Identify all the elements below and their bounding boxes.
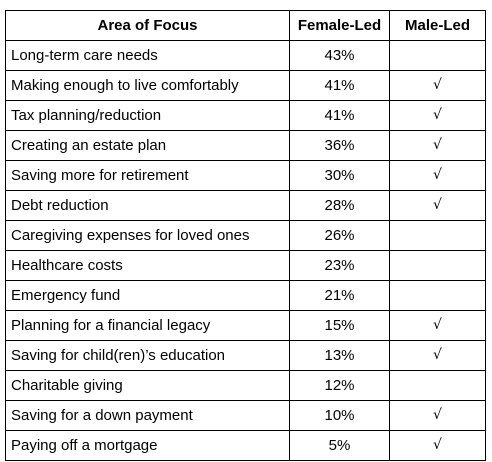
cell-male-led: √ — [389, 100, 486, 131]
cell-male-led — [389, 40, 486, 71]
table-row: Tax planning/reduction 41% √ — [5, 100, 486, 131]
cell-male-led — [389, 220, 486, 251]
table-row: Planning for a financial legacy 15% √ — [5, 310, 486, 341]
cell-female-led: 36% — [289, 130, 390, 161]
header-area-of-focus: Area of Focus — [5, 10, 290, 41]
table-row: Saving for a down payment 10% √ — [5, 400, 486, 431]
cell-area: Making enough to live comfortably — [5, 70, 290, 101]
header-male-led: Male-Led — [389, 10, 486, 41]
cell-area: Healthcare costs — [5, 250, 290, 281]
cell-male-led — [389, 250, 486, 281]
cell-area: Saving for child(ren)’s education — [5, 340, 290, 371]
cell-male-led — [389, 280, 486, 311]
cell-male-led: √ — [389, 310, 486, 341]
table-row: Debt reduction 28% √ — [5, 190, 486, 221]
cell-female-led: 30% — [289, 160, 390, 191]
cell-area: Debt reduction — [5, 190, 290, 221]
focus-areas-table: Area of Focus Female-Led Male-Led Long-t… — [5, 10, 486, 461]
cell-female-led: 21% — [289, 280, 390, 311]
cell-female-led: 23% — [289, 250, 390, 281]
header-female-led: Female-Led — [289, 10, 390, 41]
table-row: Creating an estate plan 36% √ — [5, 130, 486, 161]
cell-area: Caregiving expenses for loved ones — [5, 220, 290, 251]
cell-male-led: √ — [389, 430, 486, 461]
cell-female-led: 41% — [289, 70, 390, 101]
table-body: Long-term care needs 43% Making enough t… — [5, 40, 486, 461]
table-row: Making enough to live comfortably 41% √ — [5, 70, 486, 101]
table-row: Saving for child(ren)’s education 13% √ — [5, 340, 486, 371]
table-header-row: Area of Focus Female-Led Male-Led — [5, 10, 486, 41]
cell-male-led: √ — [389, 190, 486, 221]
cell-area: Paying off a mortgage — [5, 430, 290, 461]
cell-male-led: √ — [389, 340, 486, 371]
cell-male-led: √ — [389, 70, 486, 101]
cell-female-led: 13% — [289, 340, 390, 371]
cell-female-led: 10% — [289, 400, 390, 431]
cell-area: Saving for a down payment — [5, 400, 290, 431]
table-row: Paying off a mortgage 5% √ — [5, 430, 486, 461]
cell-female-led: 41% — [289, 100, 390, 131]
cell-area: Emergency fund — [5, 280, 290, 311]
table-row: Emergency fund 21% — [5, 280, 486, 311]
table-row: Charitable giving 12% — [5, 370, 486, 401]
cell-area: Saving more for retirement — [5, 160, 290, 191]
cell-area: Creating an estate plan — [5, 130, 290, 161]
cell-male-led: √ — [389, 130, 486, 161]
cell-female-led: 15% — [289, 310, 390, 341]
cell-female-led: 28% — [289, 190, 390, 221]
cell-area: Charitable giving — [5, 370, 290, 401]
cell-female-led: 12% — [289, 370, 390, 401]
cell-female-led: 5% — [289, 430, 390, 461]
table-row: Saving more for retirement 30% √ — [5, 160, 486, 191]
cell-male-led: √ — [389, 160, 486, 191]
table-row: Long-term care needs 43% — [5, 40, 486, 71]
focus-table-container: Area of Focus Female-Led Male-Led Long-t… — [5, 10, 486, 461]
table-row: Caregiving expenses for loved ones 26% — [5, 220, 486, 251]
cell-area: Tax planning/reduction — [5, 100, 290, 131]
cell-female-led: 26% — [289, 220, 390, 251]
cell-male-led: √ — [389, 400, 486, 431]
table-row: Healthcare costs 23% — [5, 250, 486, 281]
cell-female-led: 43% — [289, 40, 390, 71]
cell-area: Planning for a financial legacy — [5, 310, 290, 341]
cell-area: Long-term care needs — [5, 40, 290, 71]
cell-male-led — [389, 370, 486, 401]
